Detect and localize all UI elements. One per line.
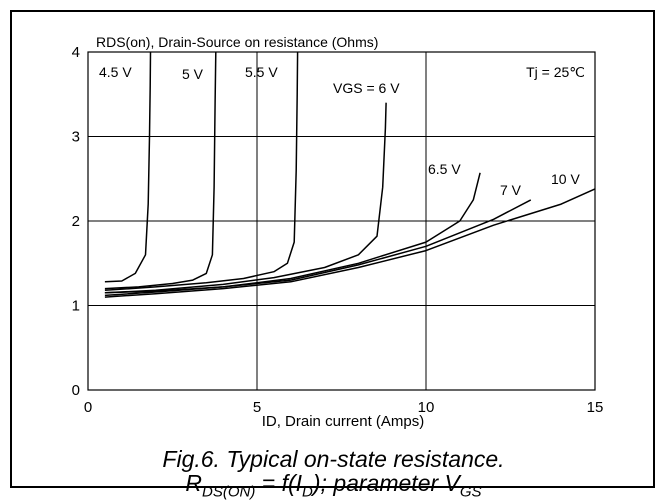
caption-r: R xyxy=(185,470,203,496)
series-label: 6.5 V xyxy=(428,161,461,177)
series-label: 5 V xyxy=(182,66,204,82)
series-line xyxy=(104,51,299,292)
figure-frame xyxy=(10,10,655,488)
series-label: 4.5 V xyxy=(99,64,132,80)
series-line xyxy=(104,51,217,290)
caption-end: ); parameter V xyxy=(312,470,460,496)
series-label: 10 V xyxy=(551,171,580,187)
series-label: 7 V xyxy=(500,182,522,198)
series-line xyxy=(104,51,152,283)
x-axis-label: ID, Drain current (Amps) xyxy=(262,413,425,430)
y-axis-label: RDS(on), Drain-Source on resistance (Ohm… xyxy=(96,34,378,50)
caption-i-sub: D xyxy=(302,483,313,501)
series-line xyxy=(104,199,532,297)
x-tick-label: 0 xyxy=(84,399,92,416)
x-tick-label: 10 xyxy=(418,399,435,416)
condition-label: Tj = 25℃ xyxy=(526,64,585,80)
figure-caption-line1: Fig.6. Typical on-state resistance. xyxy=(162,446,505,472)
y-tick-label: 0 xyxy=(72,382,80,399)
figure-caption-line2: RDS(ON) = f(ID); parameter VGS xyxy=(0,470,667,501)
y-tick-label: 1 xyxy=(72,298,80,315)
series-label: 5.5 V xyxy=(245,64,278,80)
x-tick-label: 15 xyxy=(587,399,604,416)
caption-v-sub: GS xyxy=(459,483,482,501)
y-tick-label: 3 xyxy=(72,129,80,146)
x-tick-label: 5 xyxy=(253,399,261,416)
series-label: VGS = 6 V xyxy=(333,80,400,96)
series-line xyxy=(104,172,481,294)
caption-mid: = f(I xyxy=(255,470,303,496)
caption-r-sub: DS(ON) xyxy=(202,483,256,501)
y-tick-label: 2 xyxy=(72,213,80,230)
series-line xyxy=(104,102,387,294)
y-tick-label: 4 xyxy=(72,44,80,61)
series-line xyxy=(104,188,596,298)
